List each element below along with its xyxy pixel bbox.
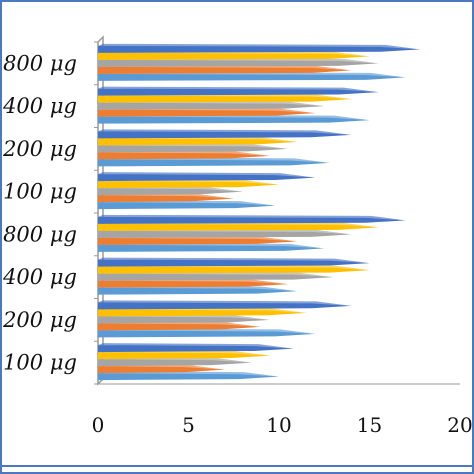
category-label: 100 μg bbox=[3, 180, 77, 204]
bar-top bbox=[98, 86, 379, 93]
bar-top bbox=[98, 214, 406, 221]
x-tick-label: 10 bbox=[266, 413, 291, 437]
bars-layer bbox=[97, 35, 460, 386]
x-tick-label: 15 bbox=[357, 413, 382, 437]
category-label: 800 μg bbox=[3, 51, 77, 75]
bar-top bbox=[98, 300, 352, 306]
category-label: 100 μg bbox=[3, 351, 77, 375]
x-tick-label: 5 bbox=[182, 413, 195, 437]
bar-top bbox=[98, 257, 370, 264]
category-label: 800 μg bbox=[3, 222, 77, 246]
category-labels-layer: 100 μg 200 μg 400 μg 800 μg 100 μg 200 μg 400 … bbox=[2, 41, 98, 385]
category-label: 400 μg bbox=[2, 265, 77, 289]
x-tick-labels-layer: 0 5 10 15 20 bbox=[92, 413, 473, 437]
bar bbox=[98, 172, 316, 182]
bar bbox=[98, 214, 406, 224]
bar-top bbox=[98, 343, 294, 349]
bar bbox=[98, 43, 421, 53]
category-label: 200 μg bbox=[2, 308, 77, 332]
bar-top bbox=[98, 43, 421, 50]
category-label: 200 μg bbox=[2, 137, 77, 161]
category-label: 400 μg bbox=[2, 94, 77, 118]
bar bbox=[98, 257, 370, 267]
x-tick-label: 0 bbox=[92, 413, 105, 437]
bar bbox=[98, 343, 294, 353]
bar bbox=[98, 300, 352, 310]
bar-top bbox=[98, 172, 316, 178]
x-tick-label: 20 bbox=[447, 413, 472, 437]
bar-top bbox=[98, 129, 352, 135]
bar bbox=[98, 129, 352, 139]
bar bbox=[98, 86, 379, 96]
